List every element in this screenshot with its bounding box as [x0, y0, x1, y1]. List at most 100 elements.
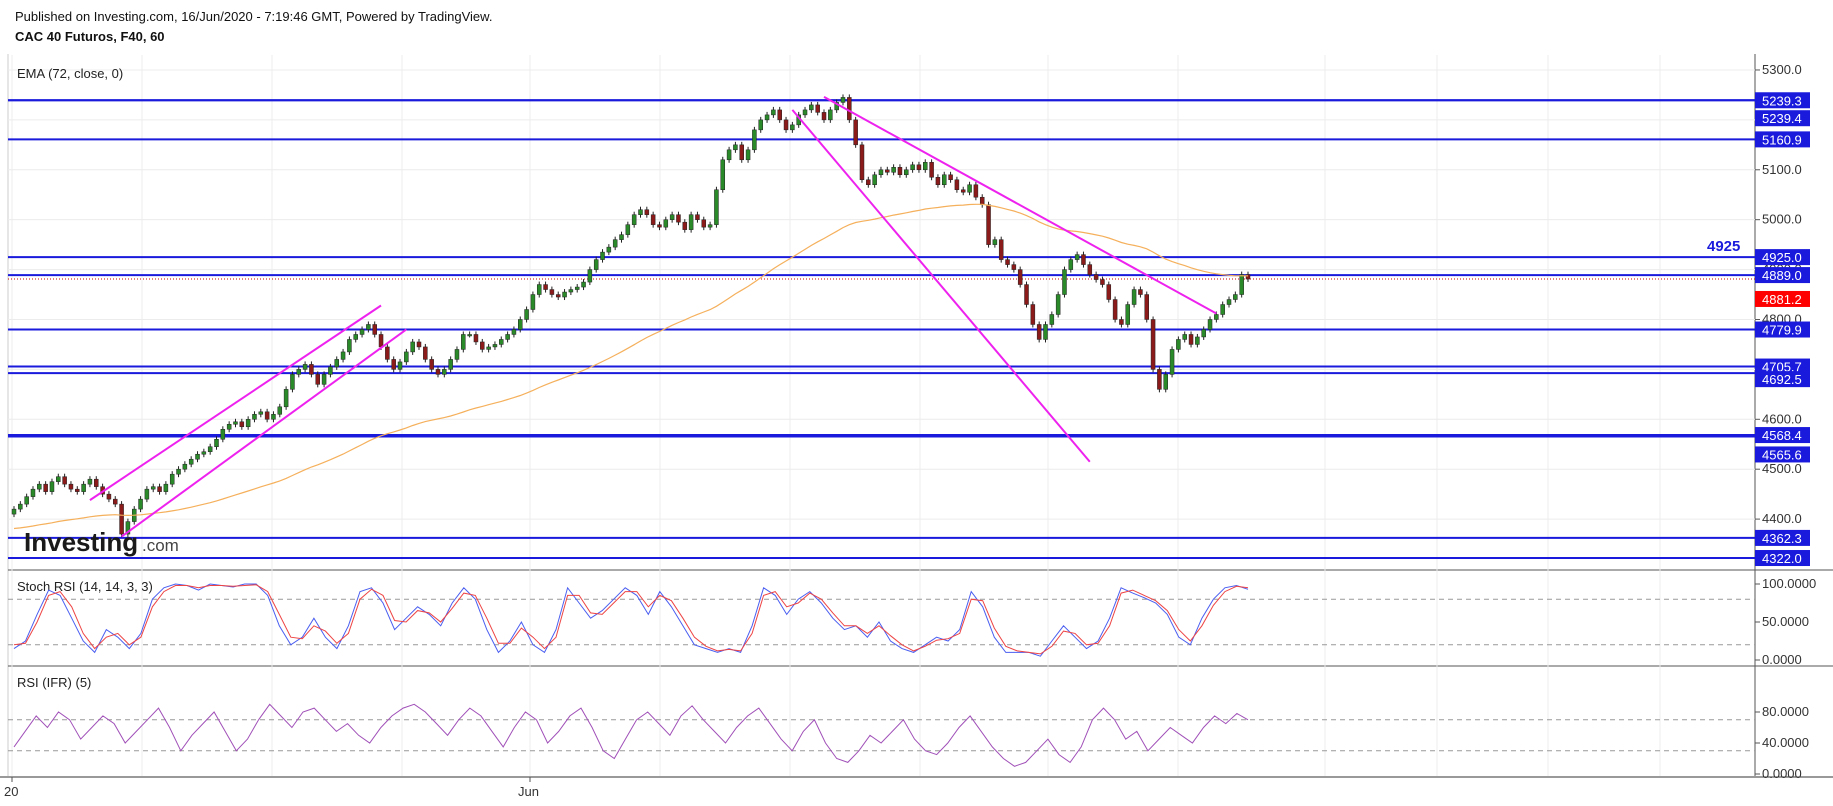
ema-line [13, 203, 1249, 530]
candle-body [872, 174, 877, 185]
candle-body [290, 374, 295, 390]
candle-body [847, 97, 852, 121]
candle-body [960, 189, 966, 193]
candle-body [695, 214, 700, 220]
candle-body [606, 246, 612, 253]
candle-body [1176, 339, 1181, 350]
level-price-tag [1755, 427, 1810, 444]
candle-body [707, 224, 713, 228]
candle-body [150, 486, 156, 490]
last-price-tag [1755, 290, 1810, 307]
candle-body [644, 209, 650, 215]
candle-body [802, 109, 808, 116]
descending-support-line [791, 109, 1091, 463]
candle-body [650, 214, 656, 225]
candle-body [1055, 294, 1061, 315]
candle-body [264, 411, 270, 420]
candle-body [1131, 289, 1137, 305]
candle-body [973, 184, 979, 198]
candle-body [499, 339, 504, 345]
candle-body [1106, 284, 1112, 300]
candle-body [56, 476, 61, 482]
rising-channel-upper-line [89, 304, 382, 501]
candle-body [992, 239, 998, 245]
level-price-label: 5239.4 [1762, 111, 1802, 126]
candle-body [885, 169, 890, 173]
candle-body [1169, 349, 1175, 375]
candle-body [75, 488, 80, 492]
candle-body [783, 119, 789, 131]
candle-body [941, 174, 947, 185]
ema-indicator-label: EMA (72, close, 0) [17, 66, 123, 81]
level-price-tag [1755, 267, 1810, 284]
candle-body [764, 114, 770, 121]
candle-body [138, 498, 143, 510]
candle-body [777, 109, 782, 121]
candle-body [935, 177, 941, 185]
level-price-label: 5160.9 [1762, 132, 1802, 147]
candle-body [125, 521, 131, 535]
candle-body [233, 421, 238, 425]
candle-body [631, 214, 637, 225]
candle-body [188, 458, 194, 465]
candle-body [1036, 324, 1042, 340]
candle-body [1188, 334, 1194, 345]
candle-body [625, 224, 631, 235]
candle-body [1024, 284, 1029, 305]
candle-body [81, 483, 86, 492]
candle-body [315, 374, 321, 385]
candle-body [1125, 304, 1131, 325]
level-price-tag [1755, 131, 1810, 148]
candle-body [593, 259, 599, 270]
stoch-tick-label: 50.0000 [1762, 614, 1809, 629]
candle-body [473, 334, 479, 343]
candle-body [568, 289, 574, 293]
level-price-tag [1755, 550, 1810, 567]
candle-body [366, 324, 371, 330]
candle-body [220, 429, 226, 440]
candle-body [296, 369, 302, 375]
last-price-label: 4881.2 [1762, 292, 1802, 307]
candle-body [733, 144, 738, 151]
candle-body [195, 453, 200, 460]
candle-body [511, 329, 517, 335]
candle-body [410, 341, 415, 353]
candle-body [245, 419, 251, 428]
candle-body [878, 169, 884, 176]
candle-body [1150, 319, 1156, 370]
candle-body [549, 289, 555, 295]
candle-body [391, 359, 396, 370]
price-tick-label: 4600.0 [1762, 411, 1802, 426]
candle-body [701, 219, 707, 228]
candle-body [916, 164, 922, 171]
candle-body [480, 341, 485, 350]
rsi-label: RSI (IFR) (5) [17, 675, 91, 690]
candle-body [461, 334, 466, 350]
candle-body [334, 359, 339, 368]
candle-body [809, 104, 814, 111]
candle-body [1074, 254, 1080, 260]
candle-body [1201, 329, 1206, 338]
candle-body [169, 473, 175, 485]
level-price-tag [1755, 529, 1810, 546]
candle-body [929, 162, 934, 178]
candle-body [910, 164, 915, 171]
candle-body [998, 239, 1004, 260]
stoch-tick-label: 100.0000 [1762, 576, 1816, 591]
candle-body [600, 251, 605, 260]
candle-body [163, 483, 169, 492]
level-price-tag [1755, 358, 1810, 375]
candle-body [201, 451, 207, 455]
candle-body [1226, 299, 1232, 305]
candle-body [182, 463, 188, 470]
candle-body [954, 179, 960, 190]
candle-body [676, 214, 681, 223]
level-price-tag [1755, 249, 1810, 266]
candle-body [252, 414, 257, 420]
candle-body [657, 224, 662, 228]
candle-body [283, 389, 289, 408]
candle-body [347, 339, 352, 353]
price-tick-label: 5300.0 [1762, 62, 1802, 77]
candle-body [752, 129, 757, 151]
